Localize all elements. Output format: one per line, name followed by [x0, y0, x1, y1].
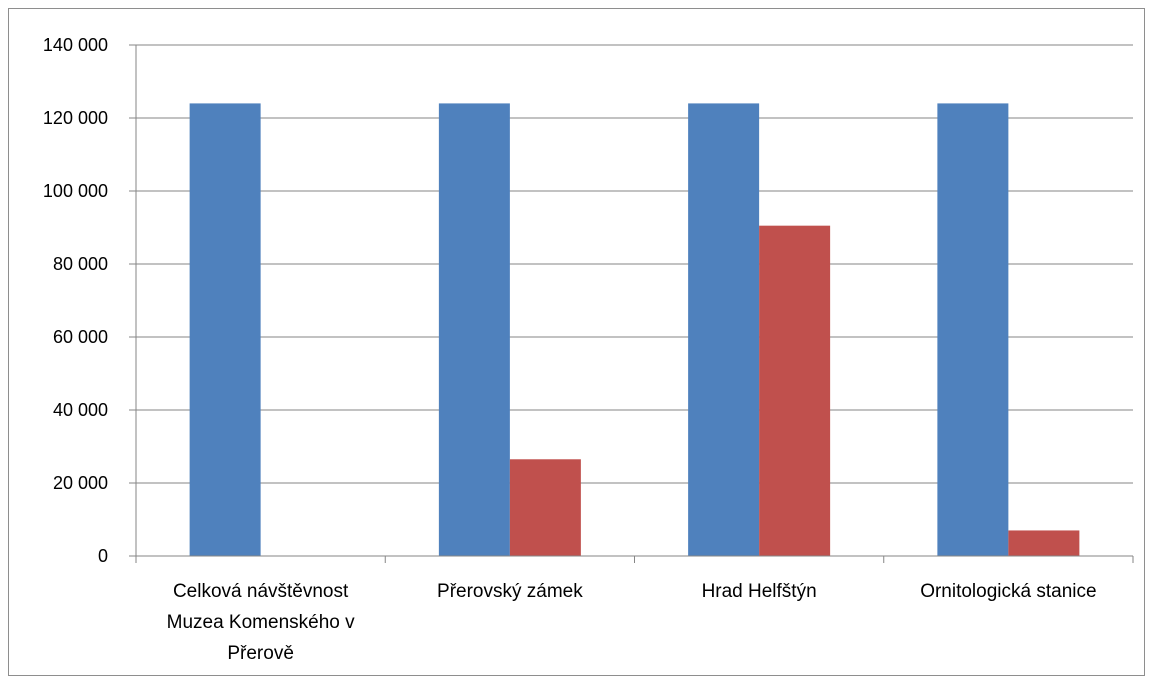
bar	[509, 459, 581, 556]
x-tick-label: Ornitologická stanice	[920, 581, 1096, 602]
bars	[189, 103, 1080, 557]
y-tick-label: 80 000	[53, 254, 108, 274]
y-tick-label: 40 000	[53, 400, 108, 420]
x-tick-labels: Celková návštěvnost Muzea Komenského v Pře…	[167, 581, 1097, 664]
y-tick-label: 20 000	[53, 473, 108, 493]
bar	[937, 103, 1009, 557]
bar	[189, 103, 261, 557]
y-tick-label: 60 000	[53, 327, 108, 347]
y-tick-label: 140 000	[43, 35, 108, 55]
bar	[759, 225, 831, 557]
x-tick-label: Přerovský zámek	[437, 581, 583, 602]
x-tick-label: Hrad Helfštýn	[702, 581, 817, 602]
y-tick-label: 100 000	[43, 181, 108, 201]
y-tick-labels: 0 20 000 40 000 60 000 80 000 100 000 120 000 1…	[43, 35, 108, 566]
bar	[1008, 530, 1080, 556]
x-tick-label: Celková návštěvnost Muzea Komenského v Pře…	[167, 581, 355, 664]
bar	[438, 103, 510, 557]
bar	[688, 103, 760, 557]
y-tick-label: 120 000	[43, 108, 108, 128]
axes	[129, 44, 1134, 563]
y-tick-label: 0	[98, 546, 108, 566]
